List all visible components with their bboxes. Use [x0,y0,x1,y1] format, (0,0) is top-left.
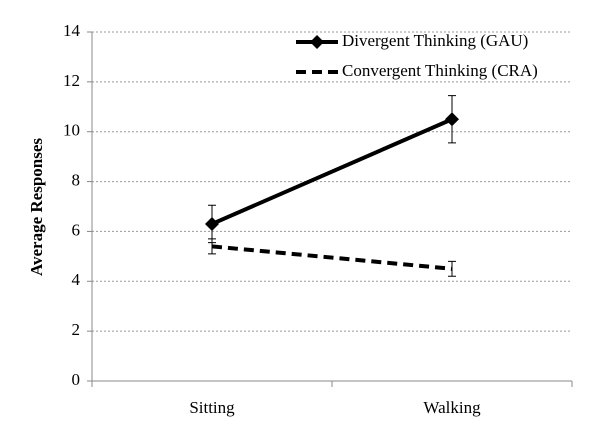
y-tick-label: 8 [72,170,81,189]
marker [205,216,219,231]
y-tick-label: 10 [63,121,80,140]
y-tick-label: 6 [72,220,81,239]
y-tick-label: 0 [72,370,81,389]
x-tick-label: Sitting [189,398,235,417]
marker [445,112,459,127]
legend-label: Divergent Thinking (GAU) [342,31,528,50]
y-tick-label: 4 [72,270,81,289]
legend-marker [310,35,324,49]
series-line [211,117,453,226]
error-bar [448,260,456,277]
y-tick-label: 12 [63,71,80,90]
series-line [211,244,453,271]
y-axis-label: Average Responses [27,138,46,276]
x-tick-label: Walking [423,398,481,417]
legend-label: Convergent Thinking (CRA) [342,61,538,80]
y-tick-label: 2 [72,320,81,339]
y-tick-label: 14 [63,21,81,40]
error-bar [208,238,216,255]
